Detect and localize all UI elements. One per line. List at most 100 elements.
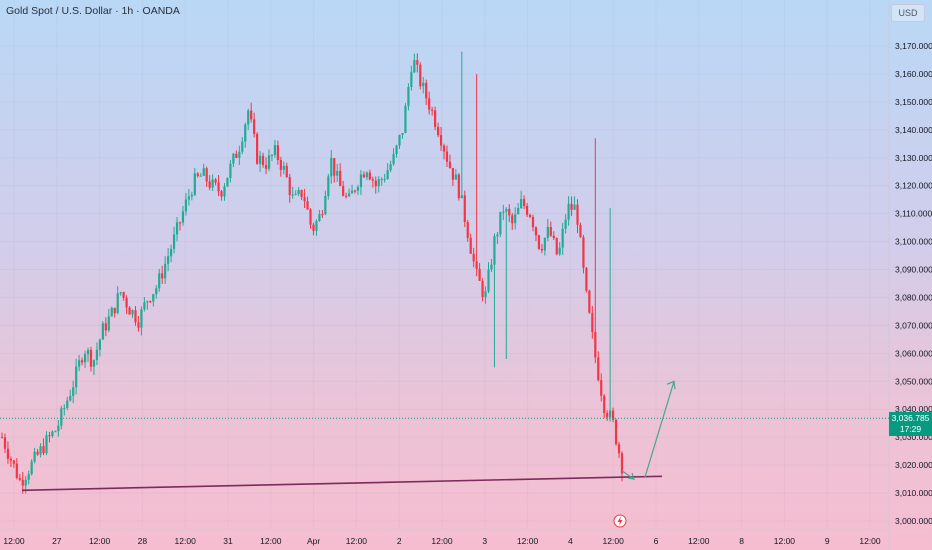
candle-body xyxy=(561,228,564,248)
candle-body xyxy=(457,174,460,199)
candle-body xyxy=(172,234,176,249)
candle-body xyxy=(122,292,125,298)
candle-body xyxy=(167,256,170,264)
candle-body xyxy=(223,186,226,197)
candle-body xyxy=(125,297,128,308)
currency-selector[interactable]: USD xyxy=(891,4,925,22)
candle-body xyxy=(371,179,374,181)
candle-body xyxy=(86,349,90,355)
candle-body xyxy=(131,310,134,315)
x-tick-label: 12:00 xyxy=(859,536,881,546)
candle-body xyxy=(543,237,546,251)
x-tick-label: 12:00 xyxy=(260,536,282,546)
candle-body xyxy=(143,302,146,310)
candle-body xyxy=(181,211,185,223)
candle-body xyxy=(401,133,404,136)
candle-body xyxy=(481,280,484,298)
candle-body xyxy=(431,109,434,111)
candle-body xyxy=(205,168,208,182)
candle-body xyxy=(12,460,15,464)
price-axis: 3,000.000 3,010.000 3,020.000 3,030.000 3,04… xyxy=(888,0,932,550)
y-tick-label: 3,120.000 xyxy=(895,181,932,191)
candle-body xyxy=(407,86,410,106)
time-axis: 12:00 27 12:00 28 12:00 31 12:00 Apr 12:00 2 12:00… xyxy=(0,529,889,546)
candle-body xyxy=(490,264,493,270)
candle-body xyxy=(140,309,143,328)
candle-body xyxy=(235,153,238,158)
candle-body xyxy=(612,410,615,420)
candle-body xyxy=(288,177,291,195)
last-price-value: 3,036.785 xyxy=(891,413,930,423)
candle-body xyxy=(217,182,220,192)
candle-body xyxy=(511,215,514,224)
candle-body xyxy=(386,170,389,179)
candle-body xyxy=(300,189,303,198)
candle-body xyxy=(380,179,383,181)
candle-body xyxy=(389,164,392,171)
candle-body xyxy=(63,407,66,409)
candle-body xyxy=(232,153,235,164)
candle-body xyxy=(78,360,81,367)
candle-body xyxy=(466,221,469,238)
candle-body xyxy=(454,174,457,180)
candle-body xyxy=(282,165,285,170)
candle-body xyxy=(531,217,535,228)
x-tick-label: 12:00 xyxy=(89,536,111,546)
candle-body xyxy=(395,145,398,154)
candle-body xyxy=(549,226,552,236)
candle-body xyxy=(98,339,101,350)
candle-body xyxy=(258,155,262,164)
candle-body xyxy=(333,158,336,176)
candle-body xyxy=(60,408,63,426)
x-tick-label: Apr xyxy=(307,536,320,546)
candle-body xyxy=(451,167,455,180)
candle-body xyxy=(33,451,36,462)
y-tick-label: 3,150.000 xyxy=(895,97,932,107)
candle-body xyxy=(499,211,502,235)
y-tick-label: 3,060.000 xyxy=(895,348,932,358)
x-tick-label: 12:00 xyxy=(431,536,453,546)
candle-body xyxy=(155,288,158,295)
candle-body xyxy=(75,366,78,388)
candle-body xyxy=(487,269,490,292)
candle-body xyxy=(368,172,371,180)
candle-body xyxy=(128,307,131,315)
x-tick-label: 12:00 xyxy=(3,536,25,546)
candle-body xyxy=(214,179,217,183)
candle-body xyxy=(226,177,229,187)
candle-body xyxy=(110,307,113,317)
event-marker-icon[interactable] xyxy=(613,514,627,528)
x-tick-label: 12:00 xyxy=(346,536,368,546)
candle-body xyxy=(374,180,377,187)
candle-body xyxy=(256,133,259,164)
candle-body xyxy=(321,214,324,216)
candle-body xyxy=(413,60,416,73)
candle-body xyxy=(199,175,202,177)
candle-body xyxy=(9,458,12,461)
candle-body xyxy=(24,479,27,486)
x-tick-label: 3 xyxy=(482,536,487,546)
candle-body xyxy=(582,237,585,268)
candle-body xyxy=(324,196,327,215)
candle-body xyxy=(39,446,42,455)
candle-body xyxy=(137,322,140,328)
candle-body xyxy=(80,360,84,363)
candle-body xyxy=(30,461,33,475)
candle-body xyxy=(238,151,241,158)
candle-body xyxy=(250,110,253,120)
bar-countdown: 17:29 xyxy=(899,424,922,434)
candle-body xyxy=(184,199,188,212)
candle-body xyxy=(318,214,321,222)
candle-body xyxy=(303,197,306,202)
candle-body xyxy=(202,168,205,176)
projection-arrow-up xyxy=(644,381,675,478)
y-tick-label: 3,040.000 xyxy=(895,404,932,414)
candle-body xyxy=(356,186,360,191)
candle-body xyxy=(196,173,199,176)
candle-body xyxy=(104,323,107,331)
candle-body xyxy=(119,292,122,294)
candle-body xyxy=(620,453,624,474)
candle-body xyxy=(306,201,309,210)
candle-body xyxy=(398,135,401,146)
